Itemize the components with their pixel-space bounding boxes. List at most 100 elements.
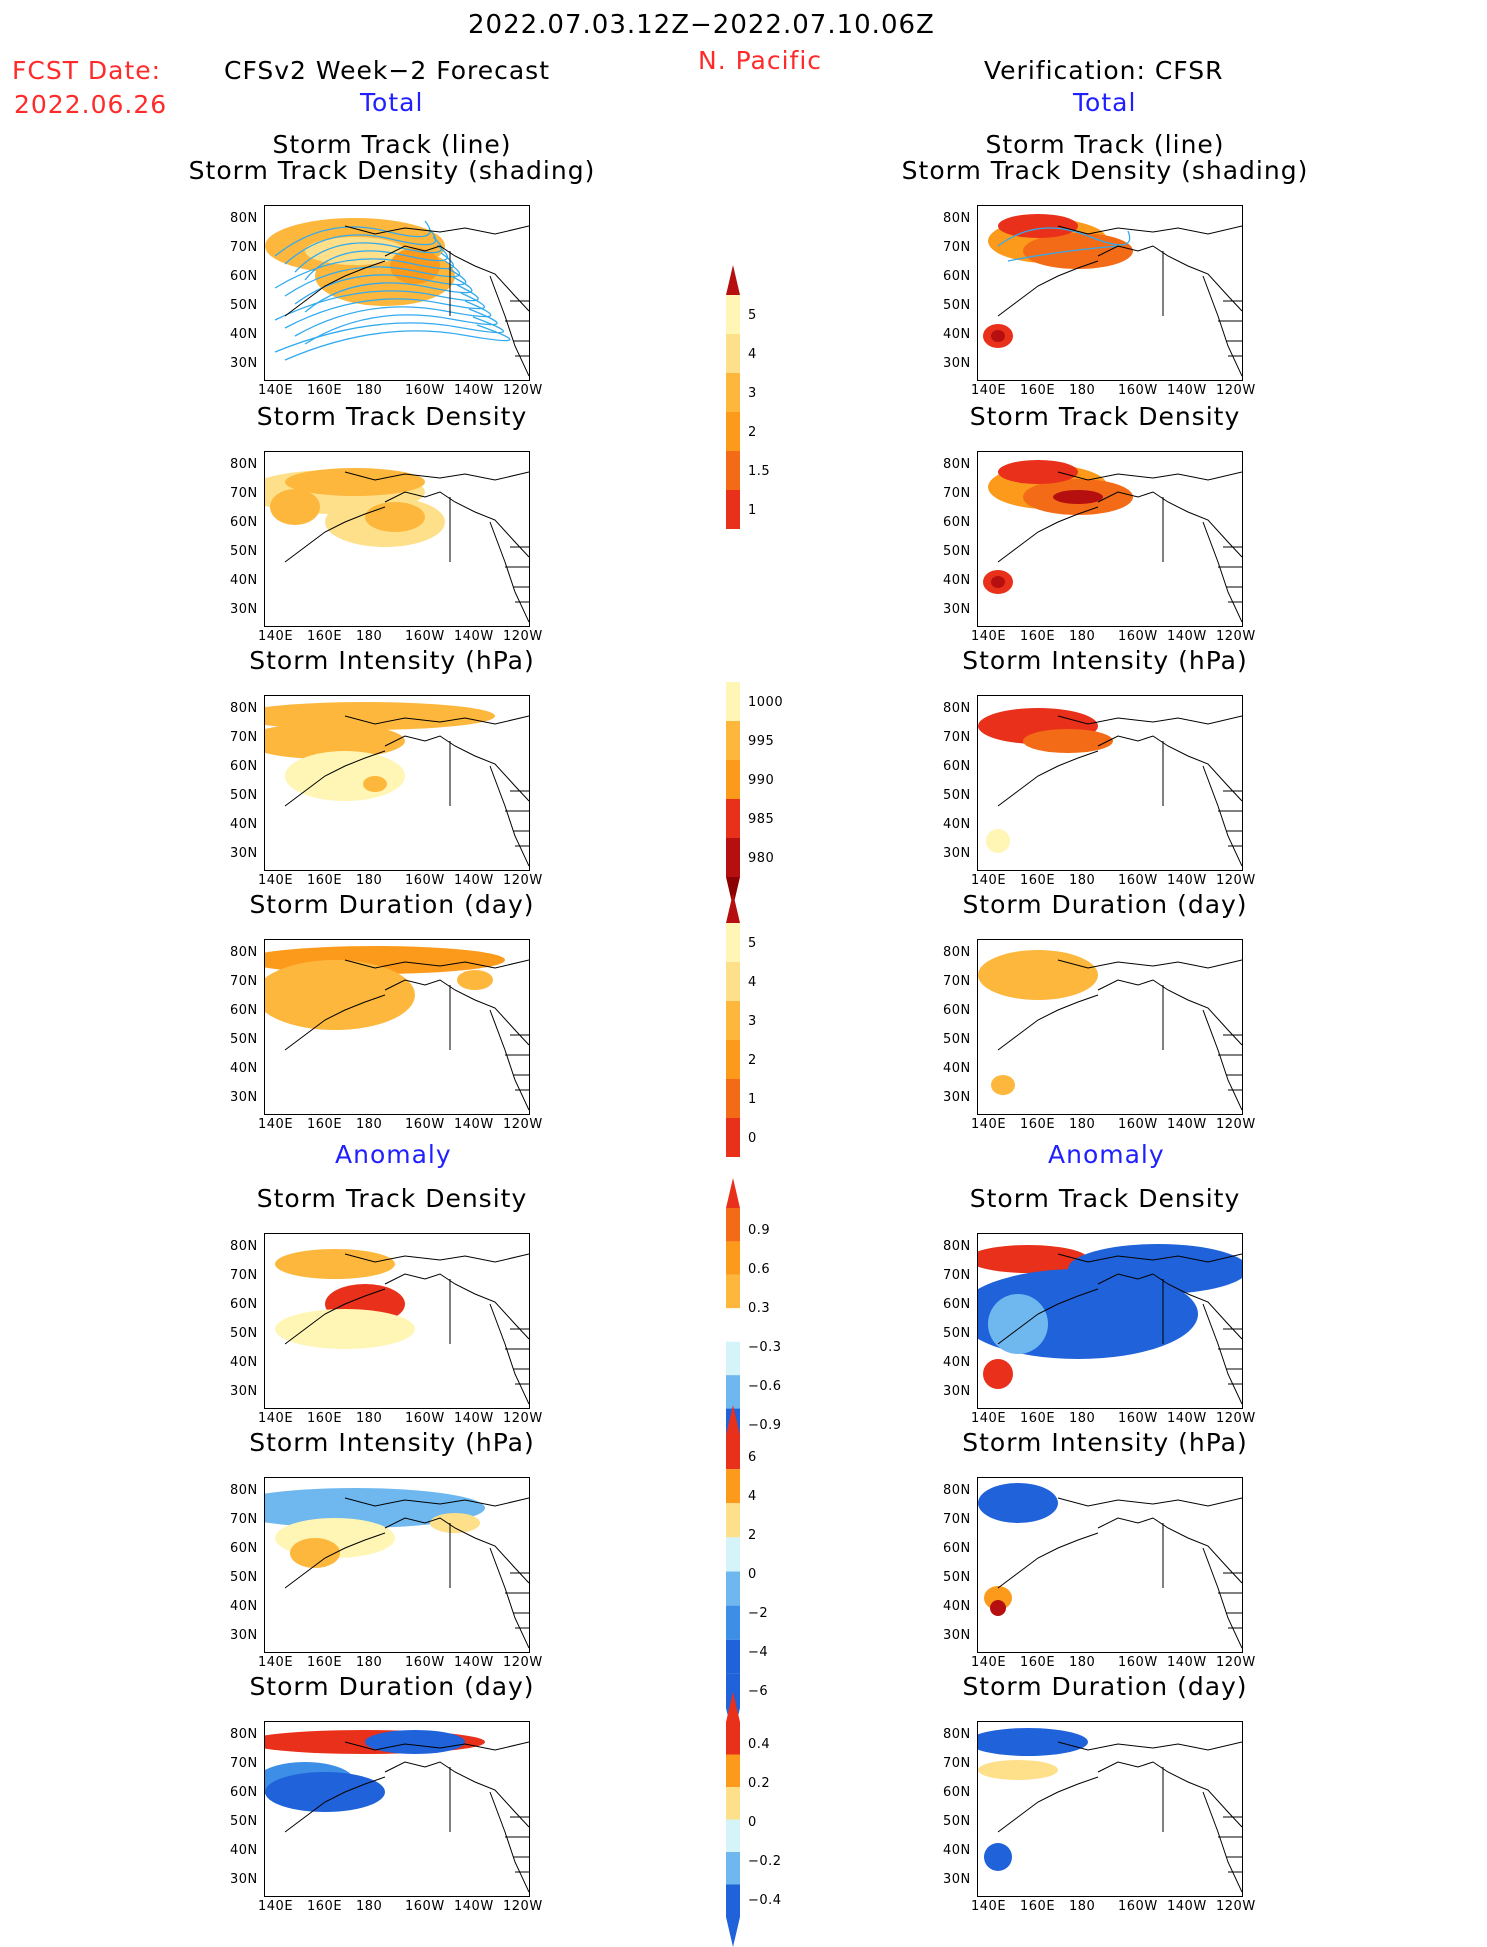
lon-tick-label: 140E	[258, 629, 294, 644]
colorbar-swatch	[726, 1308, 740, 1342]
map-panel-l2	[264, 695, 530, 871]
lat-tick-label: 80N	[230, 1239, 258, 1254]
lat-tick-label: 60N	[943, 515, 971, 530]
lon-tick-label: 160W	[1118, 1655, 1158, 1670]
colorbar-swatch	[726, 1040, 740, 1079]
lon-tick-label: 140W	[454, 1655, 494, 1670]
lon-tick-label: 140E	[971, 873, 1007, 888]
lat-tick-label: 40N	[230, 1599, 258, 1614]
lon-tick-label: 140W	[454, 629, 494, 644]
colorbar-density_total	[726, 265, 746, 529]
shading-cell	[1053, 490, 1103, 504]
lat-tick-label: 50N	[943, 1326, 971, 1341]
colorbar-swatch	[726, 1722, 740, 1755]
shading-cell	[390, 248, 440, 284]
lon-tick-label: 140W	[1167, 873, 1207, 888]
lat-tick-label: 50N	[230, 544, 258, 559]
colorbar-label: 0.2	[748, 1776, 771, 1792]
lon-tick-label: 120W	[1216, 383, 1256, 398]
storm-track-line	[284, 324, 511, 361]
lon-tick-label: 120W	[503, 1411, 543, 1426]
lon-tick-label: 120W	[1216, 629, 1256, 644]
lon-tick-label: 180	[356, 1655, 383, 1670]
lon-tick-label: 140E	[971, 383, 1007, 398]
lon-tick-label: 140E	[258, 1411, 294, 1426]
colorbar-label: 0.9	[748, 1223, 771, 1239]
lon-tick-label: 180	[1069, 1655, 1096, 1670]
lon-tick-label: 180	[356, 873, 383, 888]
colorbar-swatch	[726, 1435, 740, 1470]
colorbar-label: 980	[748, 851, 775, 867]
title-l7: Storm Duration (day)	[249, 1672, 535, 1701]
shading-cell	[998, 214, 1078, 238]
lon-tick-label: 160E	[1020, 383, 1056, 398]
lon-tick-label: 160W	[1118, 873, 1158, 888]
title-r6: Storm Intensity (hPa)	[962, 1428, 1248, 1457]
colorbar-swatch	[726, 490, 740, 529]
lat-tick-label: 50N	[943, 1814, 971, 1829]
title-l2: Storm Track Density	[256, 402, 528, 431]
lon-tick-label: 120W	[503, 1117, 543, 1132]
storm-track-line	[304, 244, 449, 281]
lat-tick-label: 40N	[943, 1061, 971, 1076]
lat-tick-label: 50N	[943, 1570, 971, 1585]
shading-cell	[285, 751, 405, 801]
lat-tick-label: 30N	[943, 1384, 971, 1399]
lon-tick-label: 180	[356, 1411, 383, 1426]
lon-tick-label: 120W	[1216, 1899, 1256, 1914]
map-panel-l5	[264, 1477, 530, 1653]
lat-tick-label: 30N	[230, 1090, 258, 1105]
shading-cell	[265, 723, 405, 759]
shading-cell	[265, 1488, 485, 1528]
shading-cell	[988, 1294, 1048, 1354]
colorbar-label: 4	[748, 347, 757, 363]
lat-tick-label: 70N	[230, 1756, 258, 1771]
lon-tick-label: 140W	[1167, 1899, 1207, 1914]
lon-tick-label: 180	[1069, 383, 1096, 398]
lat-tick-label: 50N	[943, 298, 971, 313]
lat-tick-label: 50N	[230, 1032, 258, 1047]
colorbar-label: −0.6	[748, 1379, 782, 1395]
colorbar-label: 1000	[748, 695, 784, 711]
shading-cell	[998, 460, 1078, 484]
lon-tick-label: 180	[1069, 629, 1096, 644]
colorbar-swatch	[726, 1503, 740, 1538]
lat-tick-label: 80N	[230, 457, 258, 472]
lon-tick-label: 160E	[1020, 1655, 1056, 1670]
lat-tick-label: 70N	[943, 1756, 971, 1771]
colorbar-label: −0.4	[748, 1893, 782, 1909]
colorbar-tip	[726, 1405, 740, 1435]
lon-tick-label: 140E	[258, 1899, 294, 1914]
lat-tick-label: 70N	[230, 486, 258, 501]
map-panel-l6	[264, 1721, 530, 1897]
colorbar-label: 3	[748, 1014, 757, 1030]
lon-tick-label: 120W	[503, 1899, 543, 1914]
lon-tick-label: 160W	[405, 1899, 445, 1914]
lon-tick-label: 140E	[258, 1117, 294, 1132]
colorbar-swatch	[726, 1605, 740, 1640]
lon-tick-label: 140E	[971, 1411, 1007, 1426]
colorbar-duration_anom	[726, 1692, 746, 1947]
region-title: N. Pacific	[698, 46, 823, 75]
lon-tick-label: 160E	[307, 1655, 343, 1670]
lon-tick-label: 160W	[405, 1655, 445, 1670]
lon-tick-label: 120W	[503, 383, 543, 398]
fcst-date-value: 2022.06.26	[14, 90, 168, 119]
lat-tick-label: 40N	[943, 1843, 971, 1858]
lat-tick-label: 60N	[230, 1785, 258, 1800]
lat-tick-label: 80N	[230, 1727, 258, 1742]
shading-cell	[984, 1843, 1012, 1871]
lon-tick-label: 140W	[454, 1899, 494, 1914]
lat-tick-label: 30N	[230, 1384, 258, 1399]
lon-tick-label: 180	[1069, 873, 1096, 888]
lon-tick-label: 140E	[971, 1655, 1007, 1670]
lat-tick-label: 40N	[943, 1599, 971, 1614]
shading-cell	[991, 330, 1005, 342]
colorbar-label: −0.2	[748, 1854, 782, 1870]
lat-tick-label: 70N	[943, 1512, 971, 1527]
lat-tick-label: 50N	[230, 1814, 258, 1829]
lat-tick-label: 30N	[943, 602, 971, 617]
lat-tick-label: 80N	[943, 1483, 971, 1498]
lon-tick-label: 140E	[971, 629, 1007, 644]
lon-tick-label: 160E	[1020, 1117, 1056, 1132]
